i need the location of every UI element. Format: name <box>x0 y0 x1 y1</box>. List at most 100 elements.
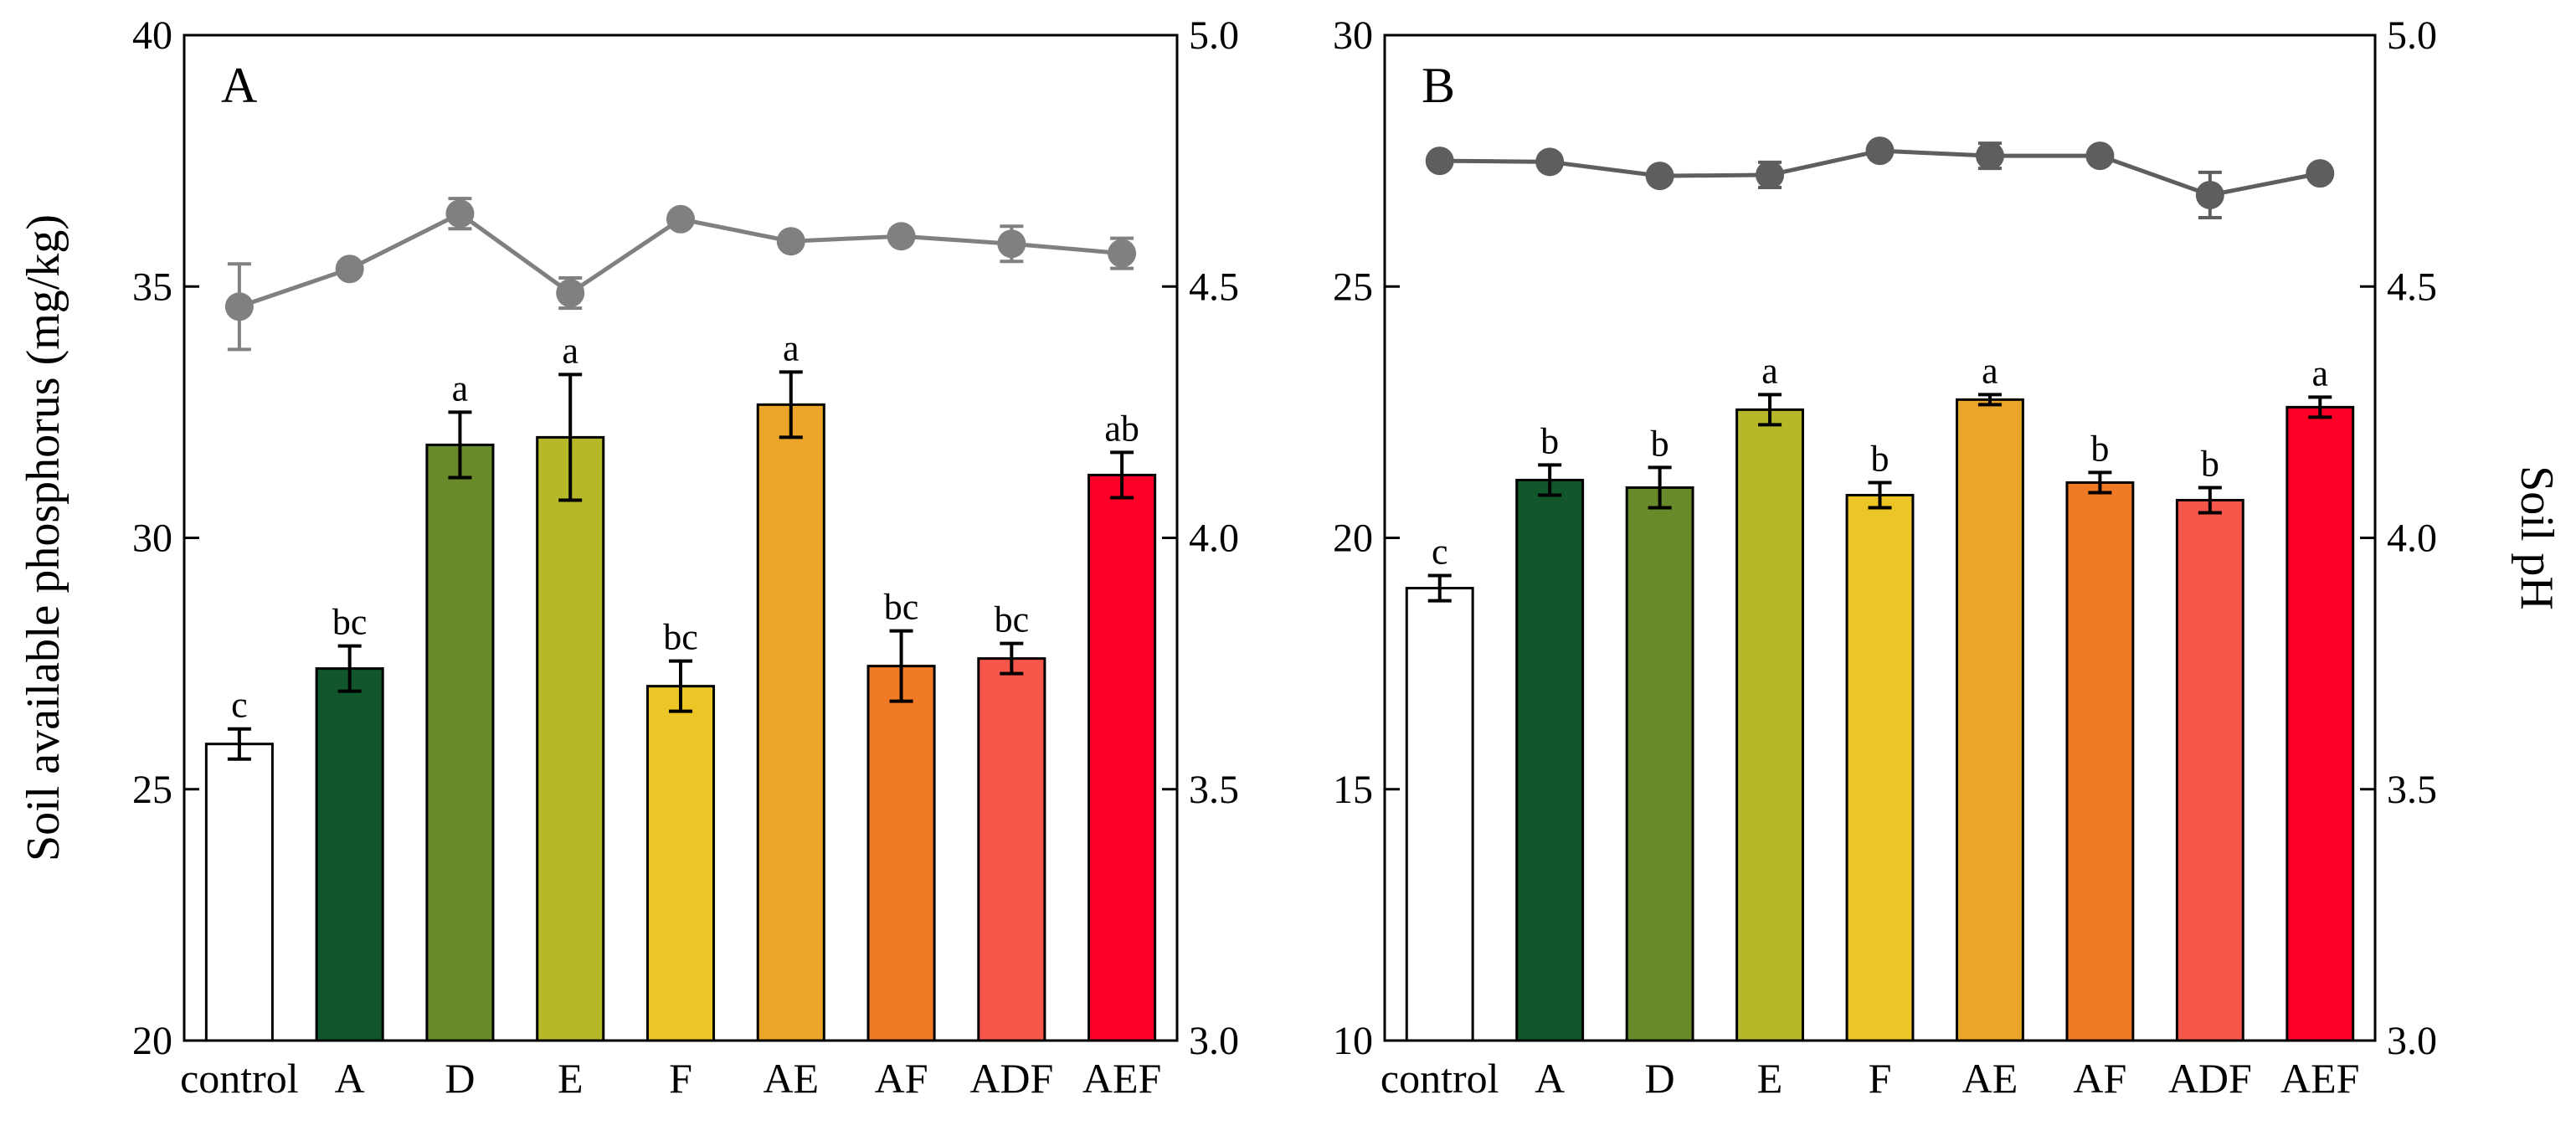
ph-point-control <box>1425 146 1454 176</box>
ph-point-AE <box>1975 141 2004 171</box>
category-label-E: E <box>558 1055 584 1102</box>
bar-error-D <box>1648 465 1672 510</box>
significance-letter-AE: a <box>1982 350 1998 391</box>
right-axis-title: Soil pH <box>2511 465 2563 610</box>
left-tick-label: 35 <box>132 265 172 309</box>
bar-ADF <box>2175 498 2244 1042</box>
category-label-F: F <box>669 1055 692 1102</box>
panel-label: A <box>221 58 257 113</box>
right-tick-label: 4.5 <box>1189 265 1239 309</box>
bar-A <box>1515 478 1585 1042</box>
bar-error-E <box>1758 393 1782 427</box>
bar-error-control <box>1427 573 1452 603</box>
category-label-A: A <box>335 1055 365 1102</box>
bar-error-AF <box>2088 470 2112 495</box>
ph-point-F <box>666 204 695 234</box>
significance-letter-ADF: b <box>2201 443 2219 484</box>
significance-letter-AEF: a <box>2312 352 2329 393</box>
category-label-E: E <box>1757 1055 1783 1102</box>
ph-point-A <box>335 254 364 284</box>
category-label-ADF: ADF <box>969 1055 1053 1102</box>
right-tick-label: 4.0 <box>1189 517 1239 561</box>
bar-error-A <box>337 644 362 693</box>
ph-point-E <box>556 279 585 308</box>
right-tick-label: 3.0 <box>1189 1019 1239 1063</box>
ph-point-AE <box>776 227 805 256</box>
bar-error-AF <box>889 629 913 703</box>
significance-letter-F: bc <box>663 617 698 658</box>
category-label-AEF: AEF <box>2280 1055 2359 1102</box>
left-tick-label: 15 <box>1333 768 1373 812</box>
bar-A <box>315 667 384 1042</box>
chart-panel-A: c bc a a bc a bc bc ab 20 25 30 35 40 3.0 3.5 4.0 4.5 5.0 c… <box>18 13 1239 1102</box>
significance-letter-A: b <box>1540 420 1559 461</box>
ph-point-AEF <box>2306 159 2335 188</box>
significance-letter-D: b <box>1651 423 1669 464</box>
category-label-D: D <box>1645 1055 1675 1102</box>
significance-letter-F: b <box>1871 438 1890 479</box>
ph-point-AF <box>2085 141 2115 171</box>
bar-AF <box>866 665 936 1042</box>
category-label-AE: AE <box>1962 1055 2018 1102</box>
bar-E <box>536 435 605 1042</box>
bar-error-AE <box>779 370 803 439</box>
bar-F <box>1845 493 1915 1042</box>
right-tick-label: 3.5 <box>2387 768 2437 812</box>
category-label-D: D <box>445 1055 475 1102</box>
category-label-control: control <box>180 1055 299 1102</box>
significance-letter-AE: a <box>783 327 800 368</box>
right-tick-label: 4.0 <box>2387 517 2437 561</box>
bar-error-A <box>1538 463 1562 497</box>
bar-E <box>1735 408 1804 1042</box>
bar-error-D <box>448 410 472 480</box>
ph-point-D <box>1645 162 1674 191</box>
bar-error-F <box>669 659 692 713</box>
bar-error-AEF <box>1110 450 1134 500</box>
ph-point-E <box>1756 160 1785 189</box>
bar-error-E <box>558 373 583 502</box>
left-tick-label: 30 <box>132 517 172 561</box>
right-tick-label: 3.5 <box>1189 768 1239 812</box>
ph-point-F <box>1865 136 1895 166</box>
left-tick-label: 25 <box>1333 265 1373 309</box>
significance-letter-E: a <box>1761 350 1778 391</box>
bar-error-ADF <box>1000 641 1024 676</box>
bar-D <box>425 443 495 1042</box>
left-axis-title: Soil available phosphorus (mg/kg) <box>18 214 69 861</box>
right-tick-label: 3.0 <box>2387 1019 2437 1063</box>
bar-control <box>204 743 274 1042</box>
bar-control <box>1405 587 1474 1042</box>
significance-letter-AEF: ab <box>1104 408 1139 449</box>
ph-point-A <box>1535 147 1565 177</box>
category-label-AEF: AEF <box>1082 1055 1161 1102</box>
bar-F <box>645 685 716 1042</box>
significance-letter-AF: bc <box>884 587 919 628</box>
significance-letter-ADF: bc <box>995 599 1030 640</box>
right-tick-label: 5.0 <box>1189 13 1239 58</box>
significance-letter-E: a <box>562 330 578 371</box>
ph-point-control <box>224 292 254 321</box>
right-tick-label: 4.5 <box>2387 265 2437 309</box>
category-label-A: A <box>1535 1055 1565 1102</box>
bar-AEF <box>1087 473 1157 1042</box>
ph-point-AEF <box>1108 239 1137 268</box>
left-tick-label: 40 <box>132 13 172 58</box>
category-label-control: control <box>1381 1055 1499 1102</box>
left-tick-label: 30 <box>1333 13 1373 58</box>
category-label-AF: AF <box>875 1055 928 1102</box>
left-tick-label: 25 <box>132 768 172 812</box>
left-tick-label: 20 <box>132 1019 172 1063</box>
significance-letter-A: bc <box>332 602 368 643</box>
left-tick-label: 10 <box>1333 1019 1373 1063</box>
right-tick-label: 5.0 <box>2387 13 2437 58</box>
bar-error-AE <box>1977 393 2002 407</box>
ph-point-ADF <box>2195 180 2224 209</box>
bar-ADF <box>977 657 1046 1042</box>
significance-letter-control: c <box>231 685 248 726</box>
significance-letter-AF: b <box>2090 428 2109 469</box>
bar-AE <box>1956 398 2024 1042</box>
chart-panel-B: c b b a b a b b a 10 15 20 25 30 3.0 3.5 4.0 4.5 5.0 contro… <box>1333 13 2563 1102</box>
bar-AE <box>756 403 825 1042</box>
bar-error-ADF <box>2198 486 2222 515</box>
